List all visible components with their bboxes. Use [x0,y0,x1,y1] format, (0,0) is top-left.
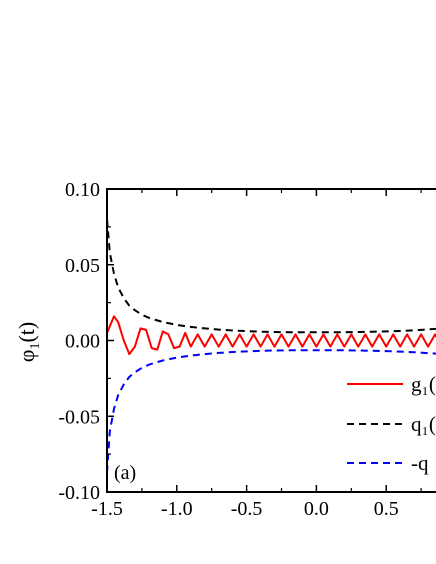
legend-label-1: q₁( [411,412,436,436]
panel-label: (a) [114,462,136,484]
y-tick-label: 0.10 [65,179,100,201]
x-tick-label: -1.5 [91,498,123,520]
y-tick-label: 0.05 [65,255,100,277]
x-tick-label: 0.0 [304,498,329,520]
x-tick-label: 0.5 [374,498,399,520]
y-axis-symbol: φ [14,350,39,363]
y-tick-label: -0.05 [58,406,100,428]
series-line-2 [107,349,436,473]
x-tick-label: -0.5 [231,498,263,520]
y-axis-subscript: 1 [28,343,43,350]
series-line-0 [107,315,436,356]
legend-label-0: g₁( [411,372,436,396]
y-axis-suffix: (t) [14,322,39,343]
series-line-1 [107,219,436,334]
y-axis-title: φ1(t) [14,322,43,362]
legend-label-2: -q [411,451,429,475]
x-tick-label: -1.0 [161,498,193,520]
y-tick-label: 0.00 [65,331,100,353]
y-tick-label: -0.10 [58,482,100,504]
